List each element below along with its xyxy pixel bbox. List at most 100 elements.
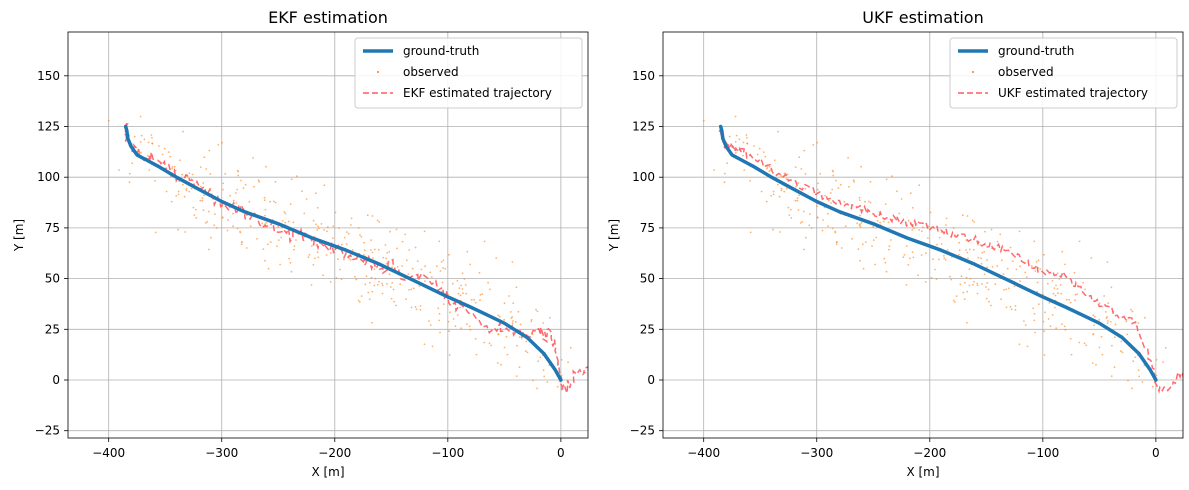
- observed-point: [317, 225, 319, 228]
- observed-point: [188, 172, 191, 175]
- observed-point: [284, 221, 286, 224]
- observed-point: [734, 151, 737, 154]
- observed-point: [283, 211, 286, 213]
- observed-point: [917, 274, 919, 277]
- observed-point: [301, 190, 303, 193]
- observed-point: [918, 229, 920, 231]
- observed-point: [133, 135, 136, 138]
- observed-point: [200, 185, 202, 188]
- observed-point: [148, 169, 151, 171]
- observed-point: [1023, 320, 1025, 322]
- observed-point: [777, 130, 779, 133]
- observed-point: [345, 243, 348, 245]
- observed-point: [371, 215, 374, 217]
- observed-point: [249, 225, 252, 228]
- observed-point: [370, 239, 373, 242]
- observed-point: [909, 257, 911, 260]
- observed-point: [905, 284, 908, 286]
- observed-point: [734, 115, 737, 118]
- observed-point: [1101, 353, 1104, 356]
- observed-point: [131, 162, 134, 165]
- observed-point: [390, 297, 393, 300]
- observed-point: [171, 166, 174, 168]
- observed-point: [858, 196, 861, 199]
- observed-point: [177, 228, 179, 231]
- legend-swatch-observed: [972, 71, 974, 73]
- observed-point: [963, 298, 966, 300]
- observed-point: [382, 256, 385, 259]
- observed-point: [210, 236, 212, 239]
- observed-point: [269, 200, 271, 203]
- observed-point: [921, 230, 923, 233]
- observed-point: [441, 281, 444, 284]
- observed-point: [535, 308, 537, 311]
- observed-point: [864, 241, 867, 244]
- observed-point: [702, 119, 705, 122]
- y-tick-label: 100: [632, 170, 655, 184]
- observed-point: [827, 225, 829, 228]
- observed-point: [859, 259, 861, 262]
- observed-point: [773, 159, 776, 162]
- observed-point: [277, 239, 280, 242]
- x-tick-label: −200: [318, 446, 351, 460]
- observed-point: [128, 181, 131, 184]
- observed-point: [1061, 323, 1063, 325]
- observed-point: [385, 257, 387, 260]
- observed-point: [776, 183, 779, 186]
- axes-frame: [67, 31, 589, 439]
- observed-point: [257, 179, 260, 182]
- observed-point: [265, 165, 267, 168]
- observed-point: [831, 169, 834, 172]
- observed-point: [1126, 333, 1129, 336]
- observed-point: [1000, 259, 1003, 262]
- observed-point: [440, 260, 443, 263]
- observed-point: [314, 192, 317, 195]
- observed-point: [330, 252, 332, 255]
- observed-point: [192, 206, 195, 209]
- legend-label-ground-truth: ground-truth: [403, 44, 479, 58]
- observed-point: [171, 167, 173, 170]
- observed-point: [1093, 315, 1096, 318]
- observed-point: [530, 320, 533, 323]
- observed-point: [462, 292, 464, 295]
- observed-point: [497, 314, 500, 317]
- observed-point: [816, 205, 818, 208]
- observed-point: [293, 248, 295, 251]
- observed-point: [990, 228, 993, 231]
- legend-label-observed: observed: [998, 65, 1054, 79]
- observed-point: [466, 323, 468, 325]
- observed-point: [214, 213, 216, 216]
- observed-point: [240, 243, 243, 246]
- observed-point: [909, 192, 912, 195]
- observed-point: [920, 254, 923, 256]
- observed-point: [188, 190, 191, 193]
- observed-point: [349, 259, 352, 261]
- observed-point: [292, 221, 295, 224]
- observed-point: [1030, 265, 1033, 268]
- observed-point: [968, 248, 971, 251]
- observed-point: [418, 285, 421, 287]
- observed-point: [950, 278, 953, 281]
- x-axis-label: X [m]: [906, 465, 939, 479]
- y-tick-label: 75: [45, 221, 60, 235]
- observed-point: [903, 253, 906, 256]
- observed-point: [734, 141, 737, 143]
- observed-point: [202, 209, 205, 212]
- observed-point: [996, 265, 999, 267]
- observed-point: [359, 234, 361, 236]
- legend-box: [354, 37, 583, 109]
- observed-point: [1002, 273, 1005, 275]
- observed-point: [118, 169, 120, 171]
- observed-point: [348, 257, 351, 260]
- observed-point: [414, 246, 417, 249]
- observed-point: [944, 259, 947, 261]
- y-tick-label: 125: [37, 120, 60, 134]
- observed-point: [1131, 310, 1134, 313]
- observed-point: [1092, 333, 1094, 336]
- observed-point: [1047, 318, 1050, 320]
- observed-point: [163, 147, 166, 150]
- observed-point: [1032, 307, 1035, 310]
- observed-point: [816, 216, 819, 219]
- observed-point: [371, 321, 373, 324]
- y-tick-label: 50: [640, 272, 655, 286]
